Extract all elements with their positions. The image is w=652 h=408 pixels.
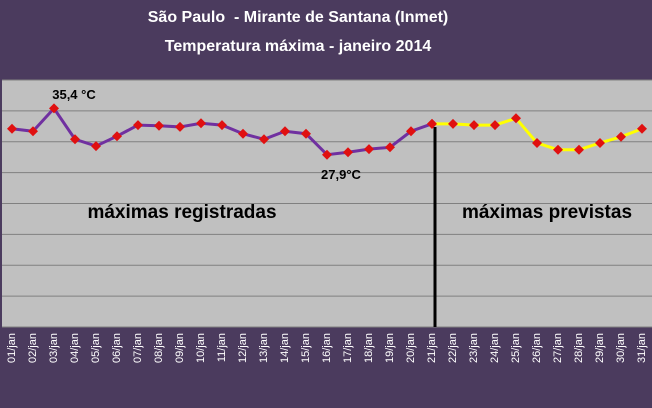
x-tick-label: 25/jan: [510, 333, 522, 363]
point-marker: [112, 131, 122, 142]
x-tick-label: 08/jan: [153, 333, 165, 363]
chart-subtitle: Temperatura máxima - janeiro 2014: [165, 38, 432, 55]
x-tick-label: 14/jan: [279, 333, 291, 363]
point-marker: [364, 144, 374, 155]
x-tick-label: 29/jan: [594, 333, 606, 363]
x-tick-label: 17/jan: [342, 333, 354, 363]
point-marker: [490, 120, 500, 131]
x-tick-label: 31/jan: [636, 333, 648, 363]
point-marker: [322, 149, 332, 160]
point-marker: [343, 147, 353, 158]
point-marker: [175, 121, 185, 132]
x-tick-label: 10/jan: [195, 333, 207, 363]
x-tick-label: 12/jan: [237, 333, 249, 363]
x-tick-label: 15/jan: [300, 333, 312, 363]
x-tick-label: 04/jan: [69, 333, 81, 363]
point-marker: [406, 126, 416, 137]
x-tick-label: 28/jan: [573, 333, 585, 363]
point-marker: [49, 103, 59, 114]
point-marker: [133, 120, 143, 131]
x-tick-label: 26/jan: [531, 333, 543, 363]
data-label: 35,4 °C: [52, 87, 96, 102]
x-tick-label: 27/jan: [552, 333, 564, 363]
point-marker: [574, 144, 584, 155]
x-tick-label: 19/jan: [384, 333, 396, 363]
point-marker: [7, 123, 17, 134]
x-tick-label: 01/jan: [6, 333, 18, 363]
point-marker: [259, 134, 269, 145]
point-marker: [595, 137, 605, 148]
point-marker: [280, 126, 290, 137]
x-tick-label: 13/jan: [258, 333, 270, 363]
point-marker: [301, 128, 311, 139]
series-annotation: máximas previstas: [462, 202, 632, 223]
x-tick-label: 16/jan: [321, 333, 333, 363]
data-label: 27,9°C: [321, 167, 362, 182]
x-tick-label: 22/jan: [447, 333, 459, 363]
point-marker: [70, 134, 80, 145]
point-marker: [91, 141, 101, 152]
point-marker: [385, 142, 395, 153]
x-tick-label: 06/jan: [111, 333, 123, 363]
x-tick-label: 03/jan: [48, 333, 60, 363]
x-tick-label: 30/jan: [615, 333, 627, 363]
x-tick-label: 09/jan: [174, 333, 186, 363]
point-marker: [196, 118, 206, 129]
x-tick-label: 05/jan: [90, 333, 102, 363]
point-marker: [427, 118, 437, 129]
point-marker: [217, 120, 227, 131]
point-marker: [637, 123, 647, 134]
point-marker: [553, 144, 563, 155]
point-marker: [28, 126, 38, 137]
point-marker: [532, 137, 542, 148]
series-annotation: máximas registradas: [87, 202, 276, 223]
point-marker: [469, 120, 479, 131]
point-marker: [448, 118, 458, 129]
x-tick-label: 23/jan: [468, 333, 480, 363]
point-marker: [616, 131, 626, 142]
point-marker: [238, 128, 248, 139]
x-tick-label: 18/jan: [363, 333, 375, 363]
chart-title: São Paulo - Mirante de Santana (Inmet): [148, 9, 449, 26]
x-tick-label: 20/jan: [405, 333, 417, 363]
x-tick-label: 21/jan: [426, 333, 438, 363]
x-tick-label: 02/jan: [27, 333, 39, 363]
x-tick-label: 24/jan: [489, 333, 501, 363]
point-marker: [511, 113, 521, 124]
x-tick-label: 11/jan: [216, 333, 228, 362]
point-marker: [154, 120, 164, 131]
x-tick-label: 07/jan: [132, 333, 144, 363]
